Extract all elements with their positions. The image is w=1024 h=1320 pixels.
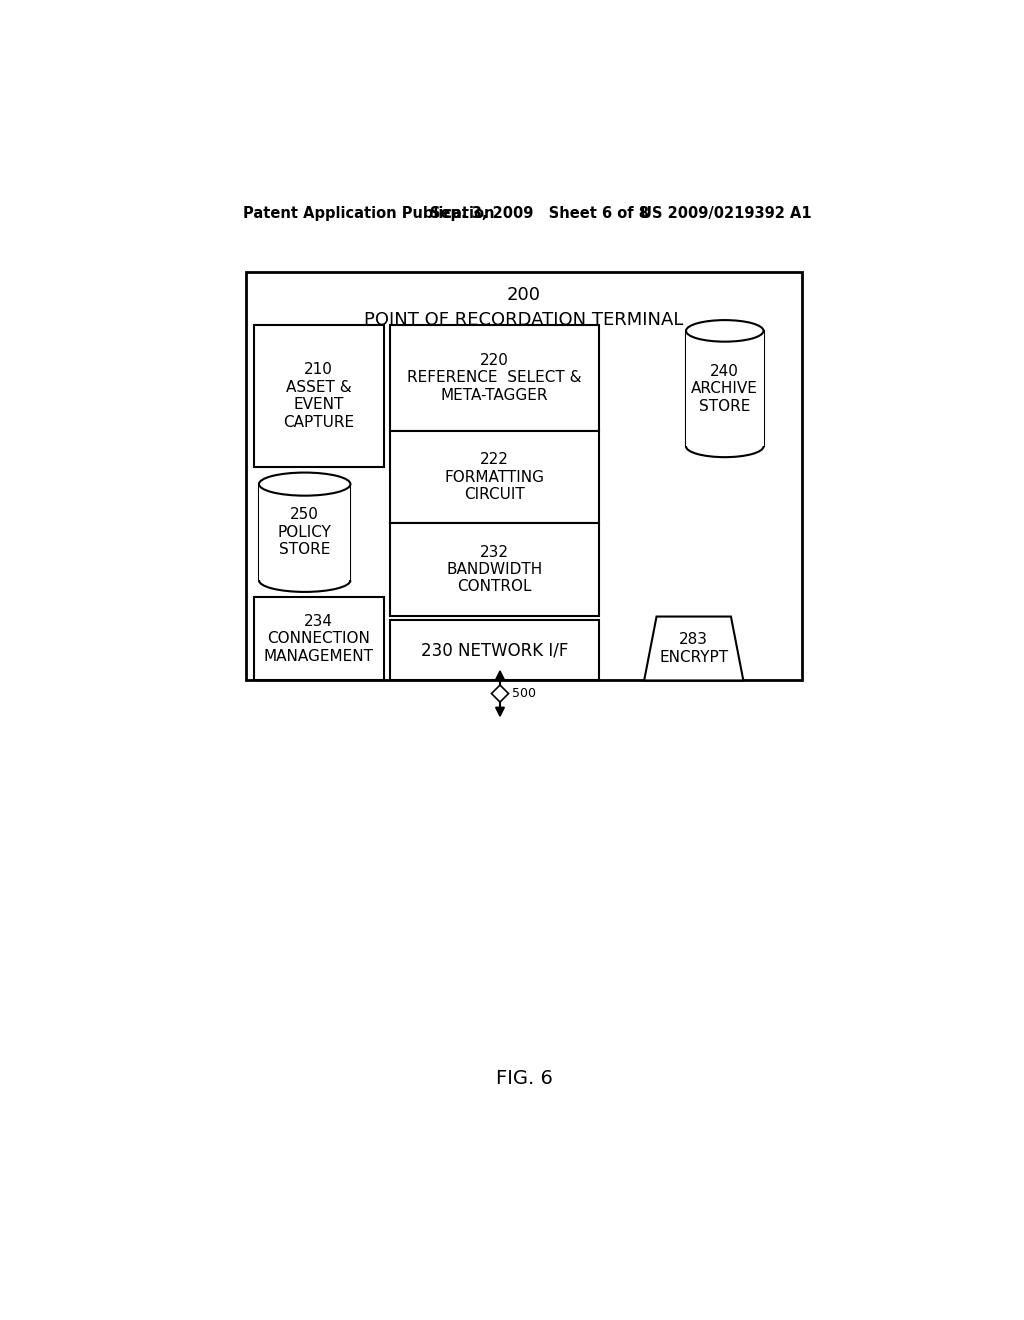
Text: 222
FORMATTING
CIRCUIT: 222 FORMATTING CIRCUIT <box>444 453 545 502</box>
Polygon shape <box>644 616 743 681</box>
Bar <box>254 597 384 681</box>
Ellipse shape <box>259 473 350 496</box>
Text: 210
ASSET &
EVENT
CAPTURE: 210 ASSET & EVENT CAPTURE <box>283 363 354 429</box>
Bar <box>254 325 384 467</box>
Text: Sep. 3, 2009   Sheet 6 of 8: Sep. 3, 2009 Sheet 6 of 8 <box>430 206 649 222</box>
Text: 234
CONNECTION
MANAGEMENT: 234 CONNECTION MANAGEMENT <box>263 614 374 664</box>
Text: Patent Application Publication: Patent Application Publication <box>243 206 495 222</box>
Text: US 2009/0219392 A1: US 2009/0219392 A1 <box>640 206 811 222</box>
Bar <box>390 523 599 615</box>
Text: 232
BANDWIDTH
CONTROL: 232 BANDWIDTH CONTROL <box>446 545 543 594</box>
Bar <box>246 272 802 681</box>
Text: 240
ARCHIVE
STORE: 240 ARCHIVE STORE <box>691 364 758 413</box>
Text: 250
POLICY
STORE: 250 POLICY STORE <box>278 507 332 557</box>
Text: 283
ENCRYPT: 283 ENCRYPT <box>659 632 728 665</box>
Text: 500: 500 <box>512 686 536 700</box>
Ellipse shape <box>686 321 764 342</box>
Text: 200: 200 <box>507 286 541 305</box>
Bar <box>390 432 599 524</box>
Text: 230 NETWORK I/F: 230 NETWORK I/F <box>421 642 568 660</box>
Bar <box>259 484 350 581</box>
Text: 220
REFERENCE  SELECT &
META-TAGGER: 220 REFERENCE SELECT & META-TAGGER <box>408 352 582 403</box>
Bar <box>390 620 599 681</box>
Bar <box>390 325 599 430</box>
Bar <box>686 331 764 446</box>
Text: POINT OF RECORDATION TERMINAL: POINT OF RECORDATION TERMINAL <box>365 312 684 329</box>
Polygon shape <box>492 685 509 702</box>
Text: FIG. 6: FIG. 6 <box>497 1069 553 1088</box>
